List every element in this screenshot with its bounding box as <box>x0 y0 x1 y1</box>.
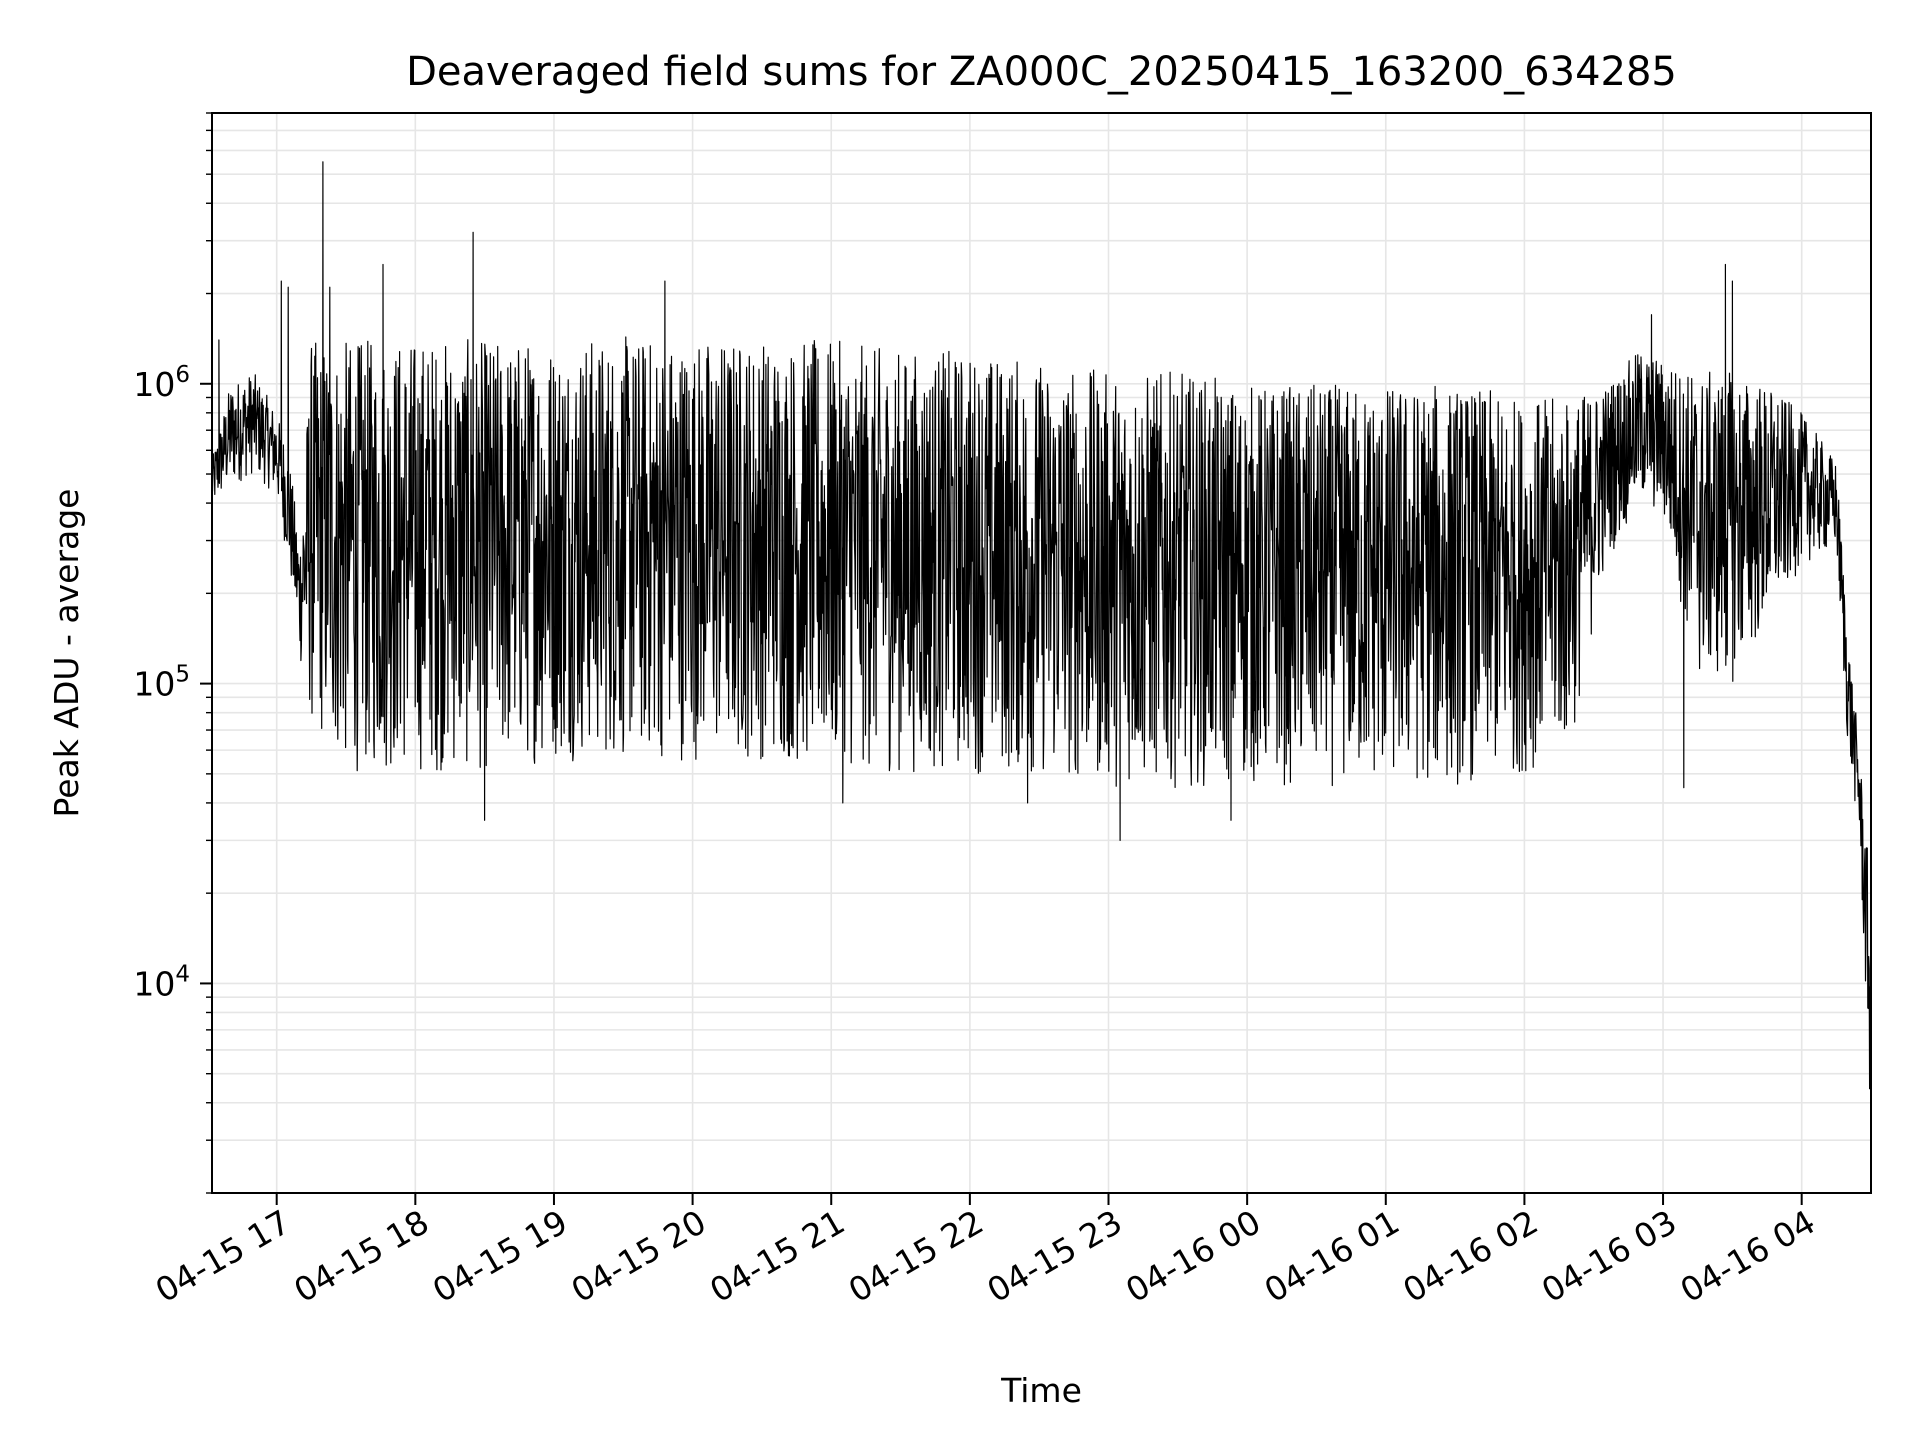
x-axis-label: Time <box>1000 1371 1082 1410</box>
chart-title: Deaveraged field sums for ZA000C_2025041… <box>406 49 1677 95</box>
y-tick-label: 104 <box>133 961 190 1003</box>
series-line <box>212 161 1871 1090</box>
y-tick-label: 106 <box>133 362 190 404</box>
y-axis-label: Peak ADU - average <box>47 489 86 818</box>
plot-frame <box>211 112 1872 1194</box>
series-path <box>212 161 1871 1090</box>
y-tick-label: 105 <box>133 662 190 704</box>
